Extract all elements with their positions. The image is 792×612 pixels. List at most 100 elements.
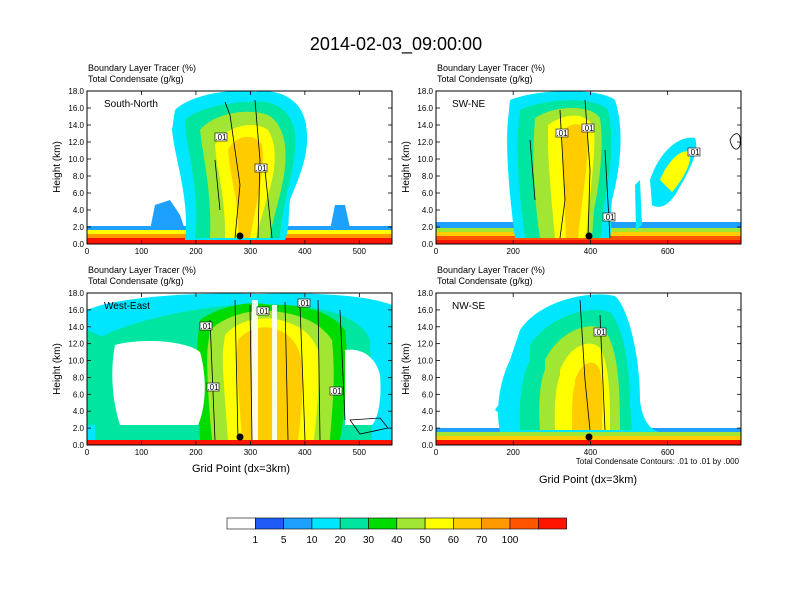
panel-1-contour-label-1: .01 [556, 129, 568, 138]
y-tick-label: 18.0 [68, 289, 84, 298]
x-tick-label: 0 [85, 448, 90, 457]
contour-note: Total Condensate Contours: .01 to .01 by… [576, 457, 740, 466]
colorbar-swatch [509, 517, 539, 530]
colorbar-swatch [283, 517, 313, 530]
contour-label: .01 [297, 298, 311, 308]
y-tick-label: 10.0 [68, 357, 84, 366]
colorbar-label: 20 [335, 535, 347, 546]
panel-1-contour-label-2: .01 [582, 124, 594, 133]
y-tick-label: 12.0 [68, 340, 84, 349]
y-axis-title-3: Height (km) [401, 343, 412, 395]
panel-3-contour-label-1: .01 [594, 328, 606, 337]
y-tick-label: 14.0 [68, 323, 84, 332]
y-tick-label: 0.0 [73, 240, 85, 249]
contour-label: .01 [329, 386, 343, 396]
location-marker [236, 433, 244, 441]
panel-1-contour-label-3: .01 [603, 213, 615, 222]
panel-2-contour-label-4: .01 [207, 383, 219, 392]
y-tick-label: 12.0 [68, 138, 84, 147]
y-tick-label: 6.0 [422, 390, 434, 399]
contour-label: .01 [256, 306, 270, 316]
panel-1-contour-label-4: .01 [688, 148, 700, 157]
y-tick-label: 16.0 [68, 306, 84, 315]
y-tick-label: 8.0 [73, 373, 85, 382]
contour-label: .01 [602, 212, 616, 222]
y-tick-label: 10.0 [417, 155, 433, 164]
colorbar-label: 10 [306, 535, 318, 546]
panel-west-east: West-East .01 .01 .01 .01 .01 [86, 292, 393, 446]
panel-1-label-2: Total Condensate (g/kg) [437, 74, 533, 84]
axis-ticks: 0 100 200 300 400 500 0.0 2.0 4.0 6.0 8.0 10.0 12.0 1… [68, 87, 741, 457]
x-tick-label: 400 [298, 247, 312, 256]
contour-label: .01 [199, 321, 213, 331]
x-tick-label: 0 [85, 247, 90, 256]
colorbar-swatch [255, 517, 284, 530]
panel-2-title: West-East [104, 301, 150, 312]
panel-2-label-2: Total Condensate (g/kg) [88, 276, 184, 286]
y-tick-label: 2.0 [422, 223, 434, 232]
colorbar-swatch [453, 517, 482, 530]
contour-label: .01 [214, 132, 228, 142]
x-tick-label: 100 [135, 448, 149, 457]
y-tick-label: 4.0 [422, 206, 434, 215]
y-tick-label: 16.0 [68, 104, 84, 113]
y-tick-label: 18.0 [68, 87, 84, 96]
y-tick-label: 2.0 [73, 424, 85, 433]
y-tick-label: 6.0 [73, 390, 85, 399]
y-tick-label: 6.0 [73, 189, 85, 198]
y-tick-label: 14.0 [68, 121, 84, 130]
panel-2-field [87, 293, 392, 445]
colorbar-swatch [396, 517, 426, 530]
y-tick-label: 8.0 [422, 373, 434, 382]
panel-0-title: South-North [104, 99, 158, 110]
colorbar-label: 50 [420, 535, 432, 546]
contour-label: .01 [581, 123, 595, 133]
contour-label: .01 [206, 382, 220, 392]
panel-1-label-1: Boundary Layer Tracer (%) [437, 63, 545, 73]
x-tick-label: 300 [244, 448, 258, 457]
y-tick-label: 0.0 [422, 240, 434, 249]
y-tick-label: 4.0 [73, 206, 85, 215]
y-tick-label: 0.0 [73, 441, 85, 450]
x-tick-label: 500 [353, 247, 367, 256]
y-axis-title-0: Height (km) [52, 141, 63, 193]
y-tick-label: 8.0 [73, 172, 85, 181]
colorbar: 1 5 10 20 30 40 50 60 70 100 [226, 517, 567, 546]
contour-label: .01 [555, 128, 569, 138]
y-tick-label: 16.0 [417, 306, 433, 315]
panel-2-label-1: Boundary Layer Tracer (%) [88, 265, 196, 275]
y-tick-label: 4.0 [422, 407, 434, 416]
location-marker [585, 433, 593, 441]
x-tick-label: 200 [189, 247, 203, 256]
colorbar-label: 70 [476, 535, 488, 546]
colorbar-label: 5 [281, 535, 287, 546]
y-axis-title-2: Height (km) [52, 343, 63, 395]
y-tick-label: 2.0 [422, 424, 434, 433]
colorbar-swatch [368, 517, 398, 530]
panel-3-title: NW-SE [452, 301, 485, 312]
panel-3-label-1: Boundary Layer Tracer (%) [437, 265, 545, 275]
panel-2-contour-label-2: .01 [257, 307, 269, 316]
panel-1-field [436, 91, 741, 244]
colorbar-swatch [311, 517, 341, 530]
y-tick-label: 16.0 [417, 104, 433, 113]
location-marker [585, 232, 593, 240]
x-tick-label: 0 [434, 247, 439, 256]
y-axis-title-1: Height (km) [401, 141, 412, 193]
x-tick-label: 300 [244, 247, 258, 256]
colorbar-swatch [339, 517, 369, 530]
colorbar-label: 40 [391, 535, 403, 546]
panel-2-contour-label-5: .01 [330, 387, 342, 396]
y-tick-label: 10.0 [68, 155, 84, 164]
panel-2-contour-label-3: .01 [298, 299, 310, 308]
contour-label: .01 [687, 147, 701, 157]
y-tick-label: 14.0 [417, 323, 433, 332]
panel-3-field [436, 293, 741, 445]
x-tick-label: 100 [135, 247, 149, 256]
x-axis-title-left: Grid Point (dx=3km) [192, 463, 290, 475]
panel-0-label-2: Total Condensate (g/kg) [88, 74, 184, 84]
panel-sw-ne: SW-NE .01 .01 .01 .01 [435, 90, 742, 245]
figure-title: 2014-02-03_09:00:00 [310, 34, 482, 55]
panel-0-field [87, 91, 392, 244]
